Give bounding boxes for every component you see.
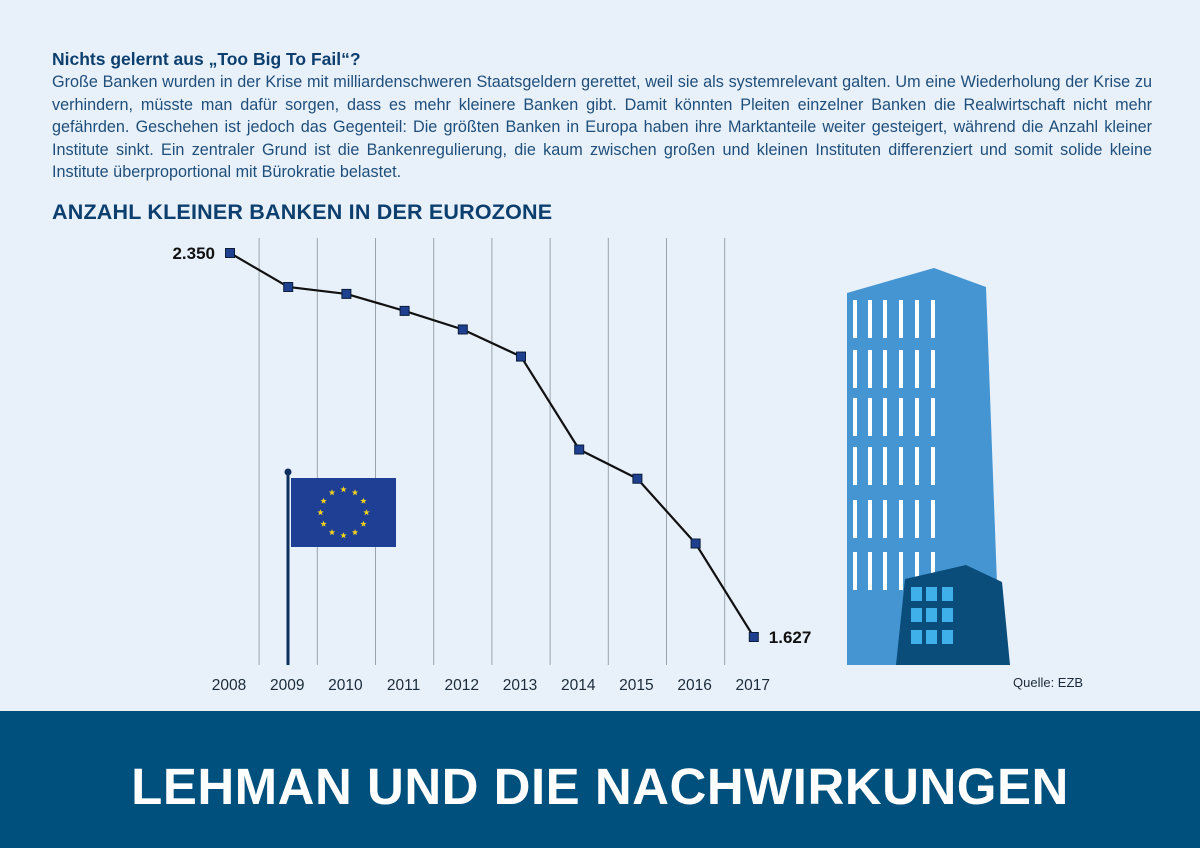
intro-title: Nichts gelernt aus „Too Big To Fail“? (52, 49, 361, 69)
x-tick-label: 2014 (561, 677, 596, 694)
series-path (229, 252, 755, 638)
x-tick-label: 2015 (619, 677, 653, 694)
data-point (225, 248, 235, 258)
base-window (911, 587, 922, 601)
x-tick-label: 2017 (736, 677, 770, 694)
tower-window (853, 300, 857, 338)
tower-window (853, 447, 857, 485)
data-point (283, 281, 294, 292)
x-tick-label: 2013 (503, 677, 537, 694)
tower-window (915, 300, 919, 338)
star-icon (320, 497, 327, 504)
source-note: Quelle: EZB (1013, 675, 1084, 690)
star-icon (317, 509, 324, 516)
star-icon (351, 489, 359, 496)
base-window (926, 587, 937, 601)
tower-window (853, 552, 857, 590)
base-window (942, 608, 953, 622)
intro-text: Große Banken wurden in der Krise mit mil… (52, 73, 1152, 181)
footer-banner: LEHMAN UND DIE NACHWIRKUNGEN (0, 711, 1200, 848)
tower-window (883, 350, 887, 388)
tower-window (915, 552, 919, 590)
star-icon (351, 529, 359, 536)
data-point (632, 473, 643, 484)
chart-grid (258, 238, 726, 665)
star-icon (340, 532, 347, 539)
line-chart: 2008 2009 2010 2011 2012 2013 2014 2015 2016 2017… (172, 238, 1010, 694)
tower-window (899, 500, 903, 538)
tower-window (868, 300, 872, 338)
base-window (926, 608, 937, 622)
data-point (574, 444, 585, 455)
star-icon (328, 489, 336, 496)
tower-window (868, 350, 872, 388)
x-tick-label: 2012 (445, 677, 479, 694)
tower-window (899, 300, 903, 338)
tower-window (868, 552, 872, 590)
tower-window (883, 500, 887, 538)
tower-window (931, 300, 935, 338)
base-window (911, 630, 922, 644)
tower-window (915, 398, 919, 436)
tower-window (915, 500, 919, 538)
bank-building-icon (847, 268, 1010, 665)
base-window (942, 587, 953, 601)
tower-window (883, 398, 887, 436)
intro: Nichts gelernt aus „Too Big To Fail“? Gr… (52, 48, 1152, 184)
x-tick-label: 2009 (270, 677, 304, 694)
data-point (341, 288, 352, 299)
base-window (911, 608, 922, 622)
base-window (942, 630, 953, 644)
x-tick-label: 2010 (328, 677, 363, 694)
tower-window (853, 350, 857, 388)
tower-window (915, 350, 919, 388)
tower-window (853, 398, 857, 436)
tower-window (931, 552, 935, 590)
tower-window (931, 500, 935, 538)
tower-window (883, 300, 887, 338)
x-tick-label: 2008 (212, 677, 246, 694)
tower-window (883, 447, 887, 485)
tower-window (868, 447, 872, 485)
eu-flag-icon (284, 468, 396, 665)
data-point (690, 538, 701, 549)
data-point (457, 324, 468, 335)
star-icon (328, 529, 336, 536)
x-tick-label: 2011 (387, 677, 420, 694)
data-point (399, 305, 410, 316)
x-tick-label: 2016 (677, 677, 711, 694)
base-window (926, 630, 937, 644)
tower-window (853, 500, 857, 538)
star-icon (360, 497, 367, 504)
star-icon (363, 509, 370, 516)
data-label-last: 1.627 (769, 628, 812, 647)
chart-title: ANZAHL KLEINER BANKEN IN DER EUROZONE (52, 200, 553, 224)
star-icon (360, 520, 367, 527)
star-icon (320, 520, 327, 527)
tower-window (899, 552, 903, 590)
star-icon (340, 486, 347, 493)
banner-title: LEHMAN UND DIE NACHWIRKUNGEN (131, 758, 1069, 815)
tower-window (883, 552, 887, 590)
tower-window (931, 350, 935, 388)
series-line (229, 252, 755, 638)
tower-window (868, 398, 872, 436)
data-label-first: 2.350 (172, 244, 215, 263)
tower-window (899, 398, 903, 436)
tower-window (899, 447, 903, 485)
tower-window (931, 398, 935, 436)
tower-window (915, 447, 919, 485)
tower-window (899, 350, 903, 388)
data-point (748, 632, 759, 642)
tower-window (868, 500, 872, 538)
data-point (516, 351, 526, 362)
tower-window (931, 447, 935, 485)
